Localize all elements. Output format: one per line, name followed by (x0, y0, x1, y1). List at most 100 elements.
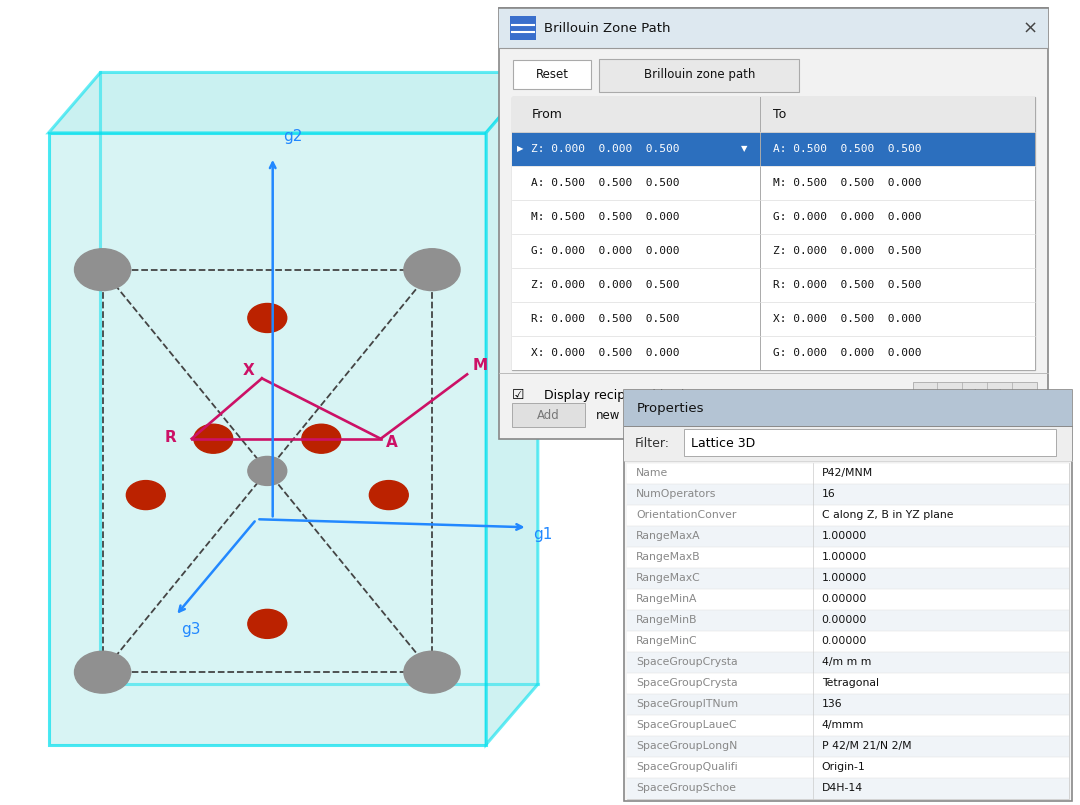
FancyBboxPatch shape (624, 426, 1072, 461)
Text: Z: 0.000  0.000  0.500: Z: 0.000 0.000 0.500 (773, 246, 921, 256)
Text: ✕: ✕ (945, 389, 955, 402)
Text: RangeMaxA: RangeMaxA (636, 531, 701, 541)
FancyBboxPatch shape (624, 390, 1072, 426)
Text: RangeMinC: RangeMinC (636, 636, 698, 646)
Text: SpaceGroupLaueC: SpaceGroupLaueC (636, 720, 737, 730)
FancyBboxPatch shape (627, 631, 1069, 652)
Text: R: 0.000  0.500  0.500: R: 0.000 0.500 0.500 (531, 314, 680, 324)
Text: Display reciprocal lattice: Display reciprocal lattice (544, 389, 700, 402)
FancyBboxPatch shape (512, 97, 1035, 370)
Circle shape (248, 303, 287, 332)
FancyBboxPatch shape (627, 484, 1069, 505)
Text: SpaceGroupCrysta: SpaceGroupCrysta (636, 657, 738, 667)
Text: ▶: ▶ (517, 144, 524, 153)
Text: Origin-1: Origin-1 (822, 762, 865, 772)
FancyBboxPatch shape (913, 382, 1037, 408)
Text: ↑: ↑ (970, 389, 980, 402)
Text: □: □ (919, 389, 931, 402)
Text: ↔: ↔ (1020, 389, 1029, 402)
Text: 0.00000: 0.00000 (822, 636, 867, 646)
Text: RangeMaxB: RangeMaxB (636, 552, 701, 562)
FancyBboxPatch shape (627, 609, 1069, 631)
Text: Properties: Properties (637, 402, 704, 415)
Text: ▼: ▼ (741, 144, 747, 153)
FancyBboxPatch shape (512, 403, 585, 427)
Circle shape (404, 651, 460, 693)
FancyBboxPatch shape (627, 673, 1069, 694)
FancyBboxPatch shape (627, 778, 1069, 799)
Text: G: 0.000  0.000  0.000: G: 0.000 0.000 0.000 (773, 212, 921, 222)
Text: SpaceGroupLongN: SpaceGroupLongN (636, 741, 738, 751)
FancyBboxPatch shape (599, 59, 799, 92)
Text: X: X (242, 363, 254, 378)
Text: g3: g3 (180, 621, 201, 637)
Text: ×: × (1023, 19, 1038, 37)
FancyBboxPatch shape (512, 200, 1035, 233)
Text: Lattice 3D: Lattice 3D (691, 437, 755, 450)
FancyBboxPatch shape (499, 8, 1048, 439)
Text: Brillouin zone path: Brillouin zone path (644, 68, 755, 81)
Text: M: M (473, 358, 488, 374)
Text: Brillouin Zone Path: Brillouin Zone Path (544, 22, 671, 35)
Circle shape (302, 424, 341, 453)
Text: Name: Name (636, 469, 669, 478)
FancyBboxPatch shape (512, 268, 1035, 302)
Text: M: 0.500  0.500  0.000: M: 0.500 0.500 0.000 (531, 212, 680, 222)
Text: new: new (596, 409, 621, 422)
Text: SpaceGroupCrysta: SpaceGroupCrysta (636, 678, 738, 688)
Text: 1.00000: 1.00000 (822, 552, 867, 562)
Text: Add: Add (537, 409, 561, 422)
Text: NumOperators: NumOperators (636, 489, 716, 499)
Text: G: 0.000  0.000  0.000: G: 0.000 0.000 0.000 (773, 349, 921, 358)
Text: To: To (773, 108, 786, 121)
Text: Z: 0.000  0.000  0.500: Z: 0.000 0.000 0.500 (531, 280, 680, 290)
Text: 0.00000: 0.00000 (822, 594, 867, 605)
Text: 4/m m m: 4/m m m (822, 657, 870, 667)
Polygon shape (486, 72, 538, 745)
Text: ↓: ↓ (995, 389, 1004, 402)
FancyBboxPatch shape (510, 16, 536, 40)
Text: 136: 136 (822, 700, 842, 709)
Text: RangeMinB: RangeMinB (636, 615, 698, 625)
FancyBboxPatch shape (627, 463, 1069, 484)
Text: X: 0.000  0.500  0.000: X: 0.000 0.500 0.000 (531, 349, 680, 358)
Text: Z: 0.000  0.000  0.500: Z: 0.000 0.000 0.500 (531, 143, 680, 154)
Text: R: R (164, 430, 176, 445)
Text: 1.00000: 1.00000 (822, 531, 867, 541)
Text: X: 0.000  0.500  0.000: X: 0.000 0.500 0.000 (773, 314, 921, 324)
Circle shape (194, 424, 233, 453)
Text: 4/mmm: 4/mmm (822, 720, 864, 730)
Text: C along Z, B in YZ plane: C along Z, B in YZ plane (822, 510, 954, 520)
Text: 0.00000: 0.00000 (822, 615, 867, 625)
FancyBboxPatch shape (627, 694, 1069, 715)
Text: M: 0.500  0.500  0.000: M: 0.500 0.500 0.000 (773, 178, 921, 188)
FancyBboxPatch shape (627, 526, 1069, 547)
Text: Filter:: Filter: (635, 437, 670, 450)
Text: RangeMinA: RangeMinA (636, 594, 698, 605)
Text: Tetragonal: Tetragonal (822, 678, 879, 688)
Text: OrientationConver: OrientationConver (636, 510, 737, 520)
Text: ☑: ☑ (512, 388, 525, 402)
FancyBboxPatch shape (627, 463, 1069, 799)
Text: SpaceGroupSchoe: SpaceGroupSchoe (636, 783, 737, 793)
Text: SpaceGroupITNum: SpaceGroupITNum (636, 700, 739, 709)
FancyBboxPatch shape (512, 302, 1035, 336)
Circle shape (248, 609, 287, 638)
Text: From: From (531, 108, 563, 121)
Text: 16: 16 (822, 489, 836, 499)
FancyBboxPatch shape (512, 234, 1035, 268)
Polygon shape (49, 133, 486, 745)
Text: 1.00000: 1.00000 (822, 573, 867, 584)
Circle shape (248, 456, 287, 485)
Text: Reset: Reset (536, 68, 568, 81)
Circle shape (75, 651, 131, 693)
Circle shape (126, 481, 165, 510)
FancyBboxPatch shape (512, 131, 1035, 166)
Text: g2: g2 (283, 129, 302, 144)
Circle shape (369, 481, 408, 510)
Text: A: 0.500  0.500  0.500: A: 0.500 0.500 0.500 (531, 178, 680, 188)
Polygon shape (49, 72, 538, 133)
Text: P 42/M 21/N 2/M: P 42/M 21/N 2/M (822, 741, 912, 751)
Text: P42/MNM: P42/MNM (822, 469, 873, 478)
Text: SpaceGroupQualifi: SpaceGroupQualifi (636, 762, 738, 772)
